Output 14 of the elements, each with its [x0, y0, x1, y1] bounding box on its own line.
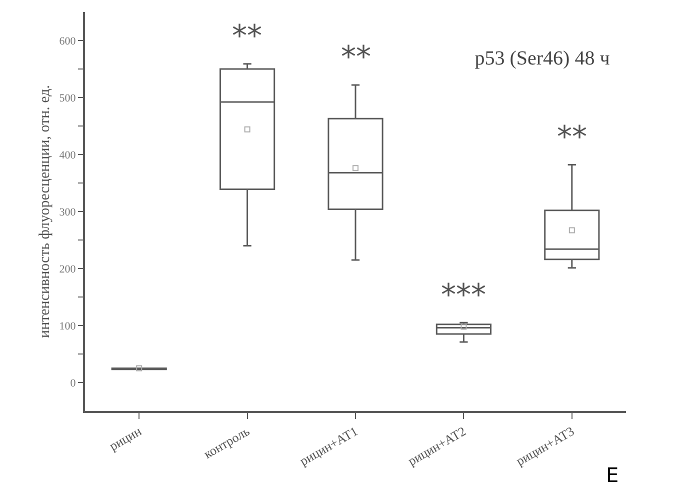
annotation: ** [232, 19, 262, 54]
y-tick-label: 100 [59, 320, 76, 332]
annotation: ** [557, 120, 587, 155]
y-tick-label: 400 [59, 149, 76, 162]
annotation: *** [441, 278, 486, 313]
annotation: ** [341, 40, 371, 75]
y-tick-label: 500 [59, 92, 76, 104]
y-tick-label: 200 [59, 263, 76, 276]
y-axis-title: интенсивность флуоресценции, отн. ед. [37, 85, 54, 338]
text: p53 (Ser46) 48 ч [474, 47, 610, 70]
y-tick-label: 600 [59, 35, 76, 48]
y-tick-label: 300 [59, 206, 76, 218]
text: E [606, 463, 619, 487]
y-tick-label: 0 [70, 377, 76, 390]
